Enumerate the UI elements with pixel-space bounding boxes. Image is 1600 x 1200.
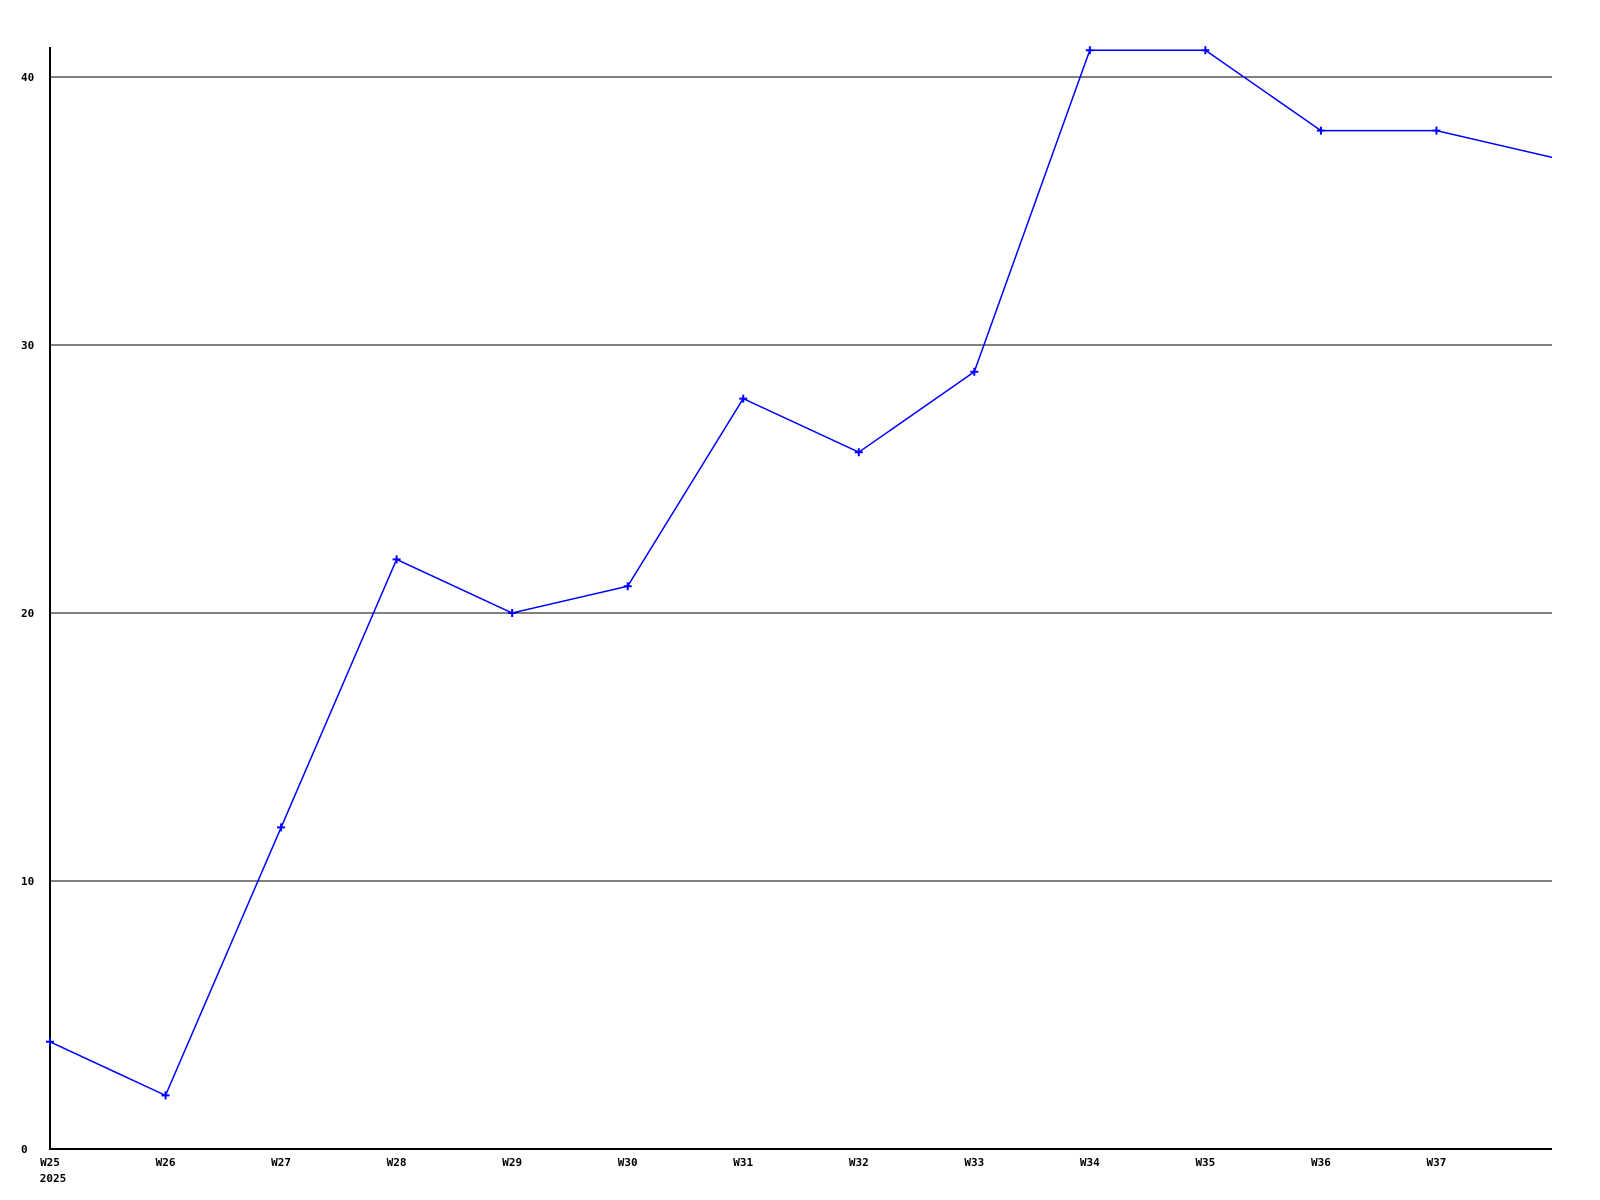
data-point-marker-w25: [46, 1037, 54, 1046]
series-line-weekly-count: [49, 49, 1553, 1097]
x-tick-label-w32: W32: [849, 1156, 869, 1169]
x-tick-label-w34: W34: [1080, 1156, 1100, 1169]
data-point-marker-w28: [392, 555, 401, 564]
x-tick-label-w27: W27: [271, 1156, 291, 1169]
y-tick-label-20: 20: [21, 607, 34, 620]
data-point-marker-w32: [854, 448, 863, 457]
x-tick-label-w25: W25: [40, 1156, 60, 1169]
x-tick-label-w26: W26: [156, 1156, 176, 1169]
data-point-marker-w26: [161, 1091, 170, 1100]
data-point-marker-w31: [739, 394, 748, 403]
x-tick-label-w36: W36: [1311, 1156, 1331, 1169]
y-tick-label-0: 0: [21, 1143, 28, 1156]
data-point-marker-w30: [623, 582, 632, 591]
x-tick-label-w35: W35: [1195, 1156, 1215, 1169]
y-tick-label-40: 40: [21, 71, 34, 84]
x-axis-year-label: 2025: [40, 1172, 67, 1185]
data-point-marker-w27: [277, 823, 286, 832]
x-tick-label-w28: W28: [387, 1156, 407, 1169]
y-tick-label-30: 30: [21, 339, 34, 352]
data-point-marker-w35: [1201, 46, 1210, 55]
y-tick-label-10: 10: [21, 875, 34, 888]
data-point-marker-w29: [508, 609, 517, 617]
data-point-marker-w33: [970, 367, 979, 376]
x-tick-label-w30: W30: [618, 1156, 638, 1169]
x-tick-label-w33: W33: [964, 1156, 984, 1169]
data-point-marker-w36: [1316, 126, 1325, 135]
x-tick-label-w37: W37: [1427, 1156, 1447, 1169]
x-tick-label-w31: W31: [733, 1156, 753, 1169]
data-point-marker-w34: [1085, 46, 1094, 55]
x-tick-label-w29: W29: [502, 1156, 522, 1169]
data-point-marker-w37: [1432, 126, 1441, 135]
